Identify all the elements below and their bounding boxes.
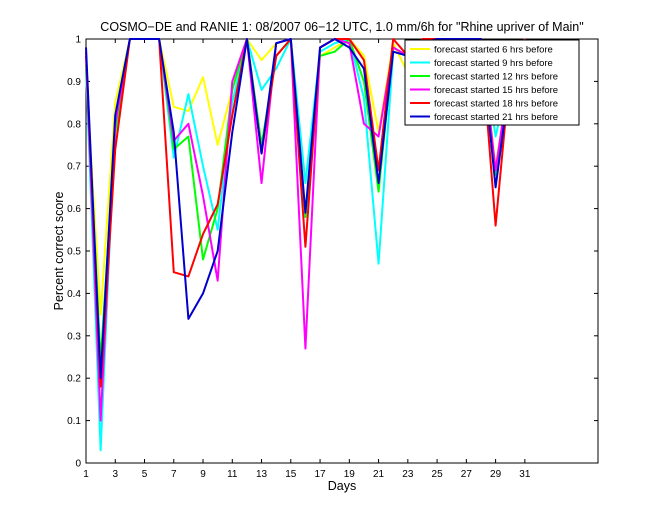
legend-entry: forecast started 18 hrs before (434, 99, 558, 110)
legend-entry: forecast started 6 hrs before (434, 45, 553, 56)
legend-box (404, 39, 580, 126)
y-tick-label: 0 (75, 459, 81, 470)
x-axis-ticks: 1 3 5 7 9 11 13 15 17 19 21 23 25 27 29 31 (83, 39, 531, 480)
y-tick-label: 0.7 (67, 162, 81, 173)
x-tick-label: 31 (519, 469, 531, 480)
y-tick-label: 1 (75, 35, 81, 46)
legend-entry: forecast started 15 hrs before (434, 85, 558, 96)
x-tick-label: 17 (314, 469, 326, 480)
x-tick-label: 23 (402, 469, 414, 480)
y-axis-label: Percent correct score (52, 192, 66, 311)
y-axis-ticks: 0 0.1 0.2 0.3 0.4 0.5 0.6 0.7 0.8 0.9 1 (67, 35, 598, 470)
y-tick-label: 0.1 (67, 416, 81, 427)
x-tick-label: 29 (490, 469, 502, 480)
x-tick-label: 3 (112, 469, 118, 480)
legend-entry: forecast started 21 hrs before (434, 112, 558, 123)
y-tick-label: 0.9 (67, 77, 81, 88)
x-tick-label: 27 (461, 469, 473, 480)
y-tick-label: 0.8 (67, 119, 81, 130)
y-tick-label: 0.6 (67, 204, 81, 215)
y-tick-label: 0.4 (67, 289, 81, 300)
y-tick-label: 0.3 (67, 331, 81, 342)
x-tick-label: 1 (83, 469, 89, 480)
legend-entry: forecast started 12 hrs before (434, 72, 558, 83)
legend: forecast started 6 hrs before forecast st… (404, 39, 580, 126)
x-tick-label: 25 (432, 469, 444, 480)
chart-title: COSMO−DE and RANIE 1: 08/2007 06−12 UTC,… (100, 20, 583, 34)
x-tick-label: 13 (256, 469, 268, 480)
x-tick-label: 7 (171, 469, 177, 480)
series-line-6 (85, 38, 526, 380)
x-tick-label: 19 (344, 469, 356, 480)
x-tick-label: 21 (373, 469, 385, 480)
series-lines (85, 38, 526, 452)
x-tick-label: 15 (285, 469, 297, 480)
legend-entry: forecast started 9 hrs before (434, 58, 553, 69)
y-tick-label: 0.5 (67, 247, 81, 258)
x-axis-label: Days (328, 479, 356, 493)
x-tick-label: 11 (227, 469, 238, 480)
x-tick-label: 9 (200, 469, 206, 480)
y-tick-label: 0.2 (67, 374, 81, 385)
x-tick-label: 5 (142, 469, 148, 480)
